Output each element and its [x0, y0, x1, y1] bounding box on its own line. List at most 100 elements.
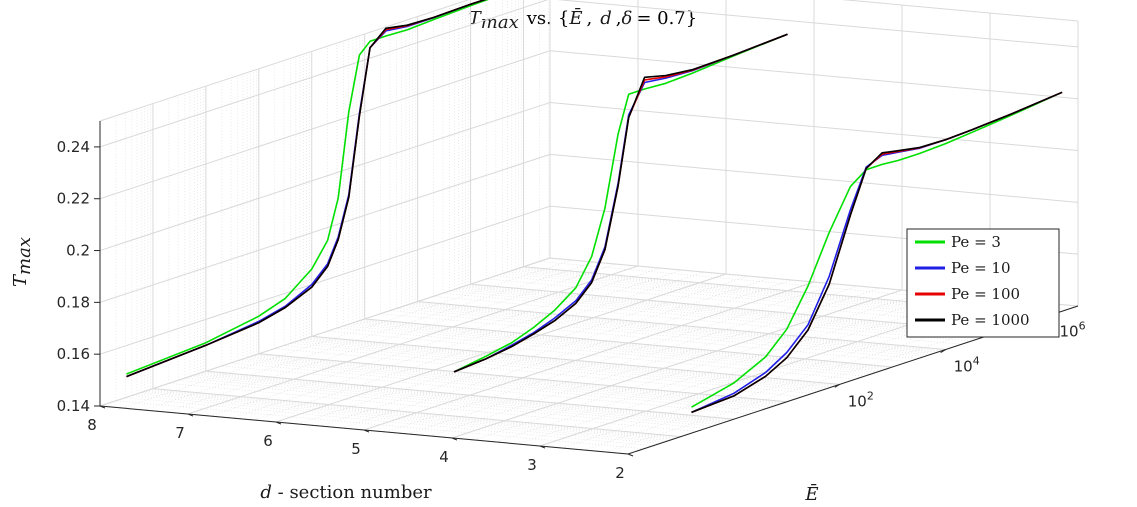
floor-d-gridline — [363, 281, 815, 431]
title-vs: vs. — [526, 8, 552, 29]
d-tick-label: 7 — [175, 424, 185, 442]
z-tick-label: 0.14 — [57, 397, 90, 415]
d-tick-label: 5 — [351, 440, 361, 458]
floor-d-gridline — [187, 265, 639, 415]
e-tick-exp: 2 — [867, 389, 874, 402]
floor-e-gridline — [311, 335, 840, 385]
sidewall-z-gridline — [556, 0, 1079, 48]
grid-layer — [99, 0, 1079, 455]
title-sep2: , — [616, 8, 622, 29]
z-axis-label: Tmax — [10, 237, 35, 287]
title-eq: = 0.7 — [636, 8, 685, 29]
backwall-z-gridline — [99, 257, 551, 407]
sidewall-z-gridline — [549, 50, 1079, 100]
floor-d-minor-gridline — [231, 269, 683, 419]
e-tick-exp: 4 — [973, 355, 980, 368]
floor-d-minor-gridline — [605, 303, 1057, 453]
curve-d2-pe1000 — [691, 91, 1063, 414]
top-back-edge — [99, 0, 470, 122]
sidewall-z-gridline — [549, 102, 1079, 152]
floor-d-minor-gridline — [209, 267, 661, 417]
d-tick-mark — [451, 437, 458, 441]
d-tick-mark — [627, 453, 634, 457]
curve-d5-pe10 — [453, 33, 788, 373]
curve-d8-pe10 — [126, 0, 487, 378]
backwall-z-gridline — [99, 205, 551, 355]
z-tick-label: 0.18 — [57, 293, 90, 311]
floor-e-gridline — [152, 388, 681, 438]
floor-d-minor-gridline — [165, 263, 617, 413]
d-tick-label: 6 — [263, 432, 273, 450]
legend-label-pe1000: Pe = 1000 — [951, 311, 1030, 329]
e-tick-base: 10 — [1060, 323, 1079, 341]
curve-d8-pe1000 — [126, 0, 487, 378]
d-tick-mark — [539, 445, 546, 449]
d-tick-mark — [275, 421, 282, 425]
e-tick-base: 10 — [848, 392, 867, 410]
z-tick-label: 0.16 — [57, 345, 90, 363]
d-tick-mark — [187, 413, 194, 417]
curve-d5-pe1000 — [453, 33, 788, 373]
legend-label-pe100: Pe = 100 — [951, 285, 1020, 303]
floor-d-minor-gridline — [341, 279, 793, 429]
floor-d-gridline — [451, 289, 903, 439]
z-label-sub: max — [14, 237, 35, 275]
title-t-sub: max — [481, 12, 519, 33]
title-t: T — [469, 8, 483, 29]
e-tick-label: 106 — [1060, 320, 1086, 341]
floor-d-minor-gridline — [561, 299, 1013, 449]
curves-layer — [126, 0, 1063, 414]
chart-title: Tmax vs. {Ē, d ,δ = 0.7} — [469, 6, 697, 33]
floor-d-minor-gridline — [143, 261, 595, 411]
title-delta: δ — [621, 8, 632, 29]
floor-d-minor-gridline — [429, 287, 881, 437]
e-tick-base: 10 — [954, 358, 973, 376]
z-tick-label: 0.22 — [57, 190, 90, 208]
backwall-z-gridline — [99, 50, 551, 200]
title-sep1: , — [586, 8, 592, 29]
backwall-z-gridline — [99, 102, 551, 252]
d-label-symbol: d — [260, 482, 272, 503]
d-axis-label: d - section number — [260, 482, 432, 503]
curve-d5-pe3 — [453, 33, 788, 373]
floor-d-minor-gridline — [319, 277, 771, 427]
backwall-z-gridline — [99, 0, 549, 148]
e-tick-label: 104 — [954, 355, 980, 376]
d-tick-label: 4 — [439, 448, 449, 466]
e-tick-mark — [834, 383, 841, 388]
legend: Pe = 3 Pe = 10 Pe = 100 Pe = 1000 — [906, 228, 1060, 338]
floor-d-minor-gridline — [517, 295, 969, 445]
backwall-z-gridline — [99, 153, 551, 303]
e-tick-exp: 6 — [1079, 320, 1086, 333]
floor-d-minor-gridline — [473, 291, 925, 441]
title-d: d — [600, 8, 612, 29]
floor-e-gridline — [364, 318, 893, 368]
legend-label-pe10: Pe = 10 — [951, 259, 1011, 277]
floor-d-minor-gridline — [297, 275, 749, 425]
d-tick-label: 3 — [527, 456, 537, 474]
e-tick-label: 102 — [848, 389, 874, 410]
z-label-main: T — [10, 273, 31, 287]
top-side-edge — [841, 0, 1079, 22]
d-tick-mark — [363, 429, 370, 433]
floor-d-minor-gridline — [583, 301, 1035, 451]
floor-e-gridline — [417, 301, 946, 351]
z-tick-label: 0.2 — [66, 242, 90, 260]
d-tick-mark — [99, 405, 106, 409]
floor-d-minor-gridline — [121, 259, 573, 409]
floor-d-minor-gridline — [253, 271, 705, 421]
title-brace-open: { — [558, 8, 569, 29]
floor-e-gridline — [258, 353, 787, 403]
curve-d5-pe100 — [453, 33, 788, 373]
title-brace-close: } — [686, 8, 697, 29]
d-tick-label: 8 — [87, 416, 97, 434]
curve-d8-pe3 — [126, 0, 489, 375]
floor-d-minor-gridline — [495, 293, 947, 443]
d-tick-label: 2 — [615, 464, 625, 482]
floor-d-minor-gridline — [407, 285, 859, 435]
e-tick-mark — [940, 349, 946, 353]
legend-label-pe3: Pe = 3 — [951, 233, 1001, 251]
floor-e-gridline — [205, 370, 734, 420]
